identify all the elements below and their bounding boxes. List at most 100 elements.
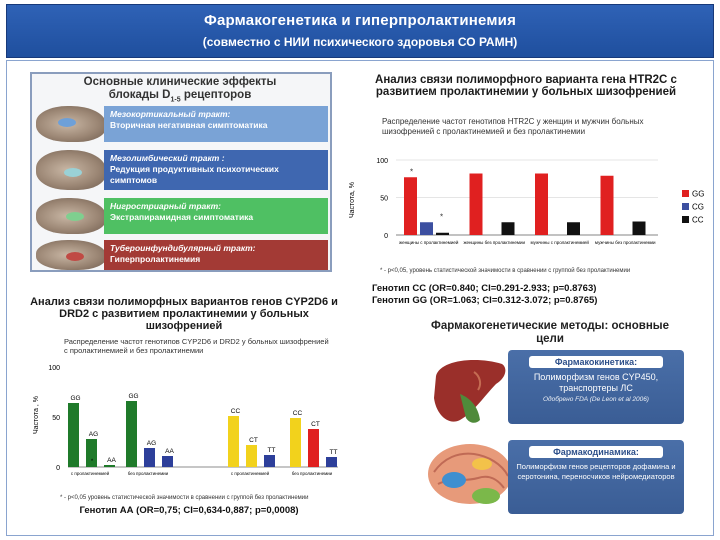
htr2c-footnote: * - p<0,05, уровень статистической значи…: [380, 268, 631, 274]
slide-header: Фармакогенетика и гиперпролактинемия (со…: [6, 4, 714, 58]
tract-row-mesolimbic: Мезолимбический тракт : Редукция продукт…: [36, 150, 328, 190]
bar-label: AA: [107, 457, 116, 464]
legend-label: CC: [692, 216, 704, 225]
tract-marker-icon: [66, 212, 84, 221]
legend-swatch: [682, 216, 689, 223]
htr2c-chart-subtitle: Распределение частот генотипов HTR2C у ж…: [382, 117, 644, 136]
x-tick-label: с пролактинемией: [71, 470, 110, 476]
bar-label: GG: [70, 395, 80, 402]
tract-box: Нигростриарный тракт: Экстрапирамидная с…: [104, 198, 328, 234]
slide-title: Фармакогенетика и гиперпролактинемия: [203, 12, 517, 29]
brain-icon: [36, 198, 106, 234]
tracts-title-sub: 1-5: [170, 96, 181, 104]
tract-name: Нигростриарный тракт:: [110, 201, 221, 211]
tract-name: Тубероинфундибулярный тракт:: [110, 243, 256, 253]
brain-icon: [36, 106, 106, 142]
y-tick-label: 50: [52, 415, 60, 422]
bar: [162, 456, 173, 467]
x-tick-label: женщины без пролактинемии: [463, 240, 525, 245]
y-axis-label: Частота, %: [349, 182, 356, 218]
x-tick-label: без пролактинемии: [292, 471, 333, 476]
tract-effect: Гиперпролактинемия: [110, 254, 201, 264]
bar: [420, 222, 433, 235]
htr2c-chart: Частота, % 0 50 100 женщины с пролактинемией…: [349, 158, 704, 245]
htr2c-genotypes: Генотип СС (OR=0.840; CI=0.291-2.933; p=…: [372, 283, 712, 307]
bar: [86, 439, 97, 467]
bar: [469, 173, 483, 235]
bar-label: AG: [147, 440, 156, 447]
y-axis-label: Частота , %: [33, 396, 40, 434]
bar: [326, 457, 337, 467]
brain-icon: [36, 240, 106, 270]
tracts-title-line2-end: рецепторов: [180, 89, 252, 101]
methods-title: Фармакогенетические методы: основные цел…: [431, 320, 669, 345]
brain-icon: [36, 150, 106, 190]
bar: [228, 416, 239, 467]
bar-label: GG: [128, 393, 138, 400]
bar: [104, 465, 115, 467]
cyp-footnote: * - p<0,05 уровень статистической значим…: [60, 495, 309, 501]
legend-label: GG: [692, 190, 704, 199]
bar: [246, 445, 257, 467]
tract-effect: Экстрапирамидная симптоматика: [110, 212, 254, 222]
bar: [68, 403, 79, 467]
tract-marker-icon: [58, 118, 76, 127]
tract-marker-icon: [66, 252, 84, 261]
x-tick-label: с пролактинемией: [231, 470, 270, 476]
tract-row-mesocortical: Мезокортикальный тракт: Вторичная негати…: [36, 106, 328, 142]
cyp-chart-subtitle: Распределение частот генотипов CYP2D6 и …: [64, 337, 329, 355]
bar: [632, 221, 646, 235]
bar-label: CC: [293, 410, 303, 417]
x-tick-label: мужчины с пролактинемией: [531, 239, 590, 245]
y-tick-label: 100: [376, 158, 388, 165]
pharmacokinetics-heading: Фармакокинетика:: [529, 356, 663, 368]
bar-label: AA: [165, 448, 174, 455]
pharmacodynamics-heading: Фармакодинамика:: [529, 446, 663, 458]
legend-label: CG: [692, 203, 704, 212]
bar: [501, 222, 515, 235]
bar-label: TT: [330, 449, 338, 456]
bar: [144, 448, 155, 467]
bar: [567, 222, 580, 235]
brain-illustration-icon: [428, 444, 512, 504]
cyp-title: Анализ связи полиморфных вариантов генов…: [30, 296, 338, 332]
annotation: *: [91, 459, 94, 465]
legend-swatch: [682, 203, 689, 210]
x-tick-label: женщины с пролактинемией: [399, 239, 459, 245]
bar: [290, 418, 301, 467]
pharmacokinetics-body: Полиморфизм генов CYP450, транспортеры Л…: [533, 372, 659, 393]
pharmacokinetics-note: Одобрено FDA (De Leon et al 2006): [543, 396, 649, 403]
bar-label: CC: [231, 408, 241, 415]
bar: [404, 177, 417, 235]
genotype-gg: Генотип GG (OR=1.063; CI=0.312-3.072; p=…: [372, 295, 598, 306]
cyp-chart: Частота , % 0 50 100 GG AG AA GG AG AA CC CT TT CC CT T…: [33, 365, 338, 476]
tracts-title: Основные клинические эффекты блокады D1-…: [40, 76, 320, 106]
legend-swatch: [682, 190, 689, 197]
tract-row-tuberoinfundibular: Тубероинфундибулярный тракт: Гиперпролак…: [36, 240, 328, 270]
slide-subtitle: (совместно с НИИ психического здоровья С…: [202, 35, 518, 49]
annotation: *: [410, 167, 413, 176]
tract-box: Мезолимбический тракт : Редукция продукт…: [104, 150, 328, 190]
bar-label: CT: [249, 437, 258, 444]
pharmacodynamics-box: Фармакодинамика: Полиморфизм генов рецеп…: [508, 440, 684, 514]
bar-label: AG: [89, 431, 98, 438]
bar: [126, 401, 137, 467]
genotype-cc: Генотип СС (OR=0.840; CI=0.291-2.933; p=…: [372, 283, 597, 294]
x-tick-label: мужчины без пролактинемии: [595, 240, 656, 245]
y-tick-label: 0: [56, 465, 60, 472]
tract-effect: Вторичная негативная симптоматика: [110, 120, 268, 130]
bar: [535, 173, 548, 235]
liver-icon: [434, 360, 506, 423]
tract-box: Тубероинфундибулярный тракт: Гиперпролак…: [104, 240, 328, 270]
pharmacodynamics-body: Полиморфизм генов рецепторов дофамина и …: [516, 462, 676, 481]
genotype-aa: Генотип АА (OR=0,75; CI=0,634-0,887; p=0…: [79, 505, 299, 516]
tract-effect: Редукция продуктивных психотических симп…: [110, 164, 279, 185]
tracts-title-line2: блокады D: [108, 89, 171, 101]
tract-name: Мезолимбический тракт :: [110, 153, 225, 163]
annotation: *: [440, 212, 443, 221]
bar-label: TT: [268, 447, 276, 454]
bar: [308, 429, 319, 467]
tract-box: Мезокортикальный тракт: Вторичная негати…: [104, 106, 328, 142]
tract-row-nigrostriatal: Нигростриарный тракт: Экстрапирамидная с…: [36, 198, 328, 234]
bar: [264, 455, 275, 467]
